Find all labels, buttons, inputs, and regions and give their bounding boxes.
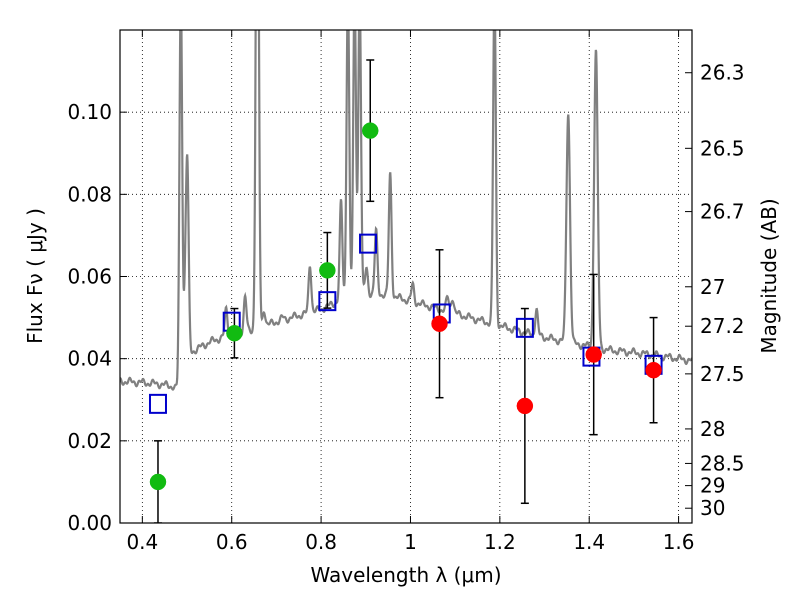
y2-tick-label: 27.2 (700, 314, 745, 338)
y-tick-label: 0.02 (67, 429, 112, 453)
x-tick-label: 1 (404, 530, 417, 554)
y2-tick-label: 28 (700, 417, 725, 441)
y-axis-label: Flux Fν ( μJy ) (23, 208, 47, 344)
photometry-point (645, 361, 662, 379)
x-tick-label: 1.2 (484, 530, 516, 554)
model-square-marker (148, 393, 167, 414)
spectrum-line (120, 30, 692, 391)
y2-axis-label: Magnitude (AB) (757, 198, 781, 353)
photometry-point (585, 346, 602, 363)
y-tick-label: 0.00 (67, 511, 112, 535)
model-square-marker (318, 291, 337, 312)
photometry-point (149, 473, 167, 491)
y2-tick-label: 28.5 (700, 451, 745, 475)
model-square-marker (515, 317, 534, 338)
y2-tick-label: 27 (700, 275, 725, 299)
y-tick-label: 0.10 (67, 100, 112, 124)
y2-tick-label: 29 (700, 474, 725, 498)
photometry-point (431, 315, 448, 332)
x-tick-label: 1.6 (663, 530, 695, 554)
errorbar-layer (153, 59, 658, 523)
y2-tick-label: 27.5 (700, 362, 745, 386)
photometry-point (319, 262, 336, 279)
x-tick-label: 0.6 (216, 530, 248, 554)
photometry-point (362, 122, 379, 139)
photometry-point (226, 324, 243, 342)
photometry-point (516, 397, 534, 415)
marker-layer (148, 122, 663, 491)
model-square-marker (359, 233, 378, 254)
y-axis: 0.00 0.02 0.04 0.06 0.08 0.10 (67, 100, 127, 535)
plot-frame (119, 29, 693, 524)
y-tick-label: 0.06 (67, 265, 112, 289)
x-axis-label: Wavelength λ (μm) (310, 563, 501, 587)
spectrum-layer (120, 30, 692, 391)
y2-tick-label: 30 (700, 496, 725, 520)
x-axis: 0.4 0.6 0.8 1 1.2 1.4 1.6 (126, 30, 695, 554)
y-tick-label: 0.04 (67, 347, 112, 371)
y2-tick-label: 26.3 (700, 61, 745, 85)
x-tick-label: 0.4 (126, 530, 158, 554)
grid (120, 30, 692, 524)
y2-tick-label: 26.7 (700, 200, 745, 224)
y-tick-label: 0.08 (67, 182, 112, 206)
x-tick-label: 0.8 (305, 530, 337, 554)
y2-tick-label: 26.5 (700, 136, 745, 160)
x-tick-label: 1.4 (573, 530, 605, 554)
